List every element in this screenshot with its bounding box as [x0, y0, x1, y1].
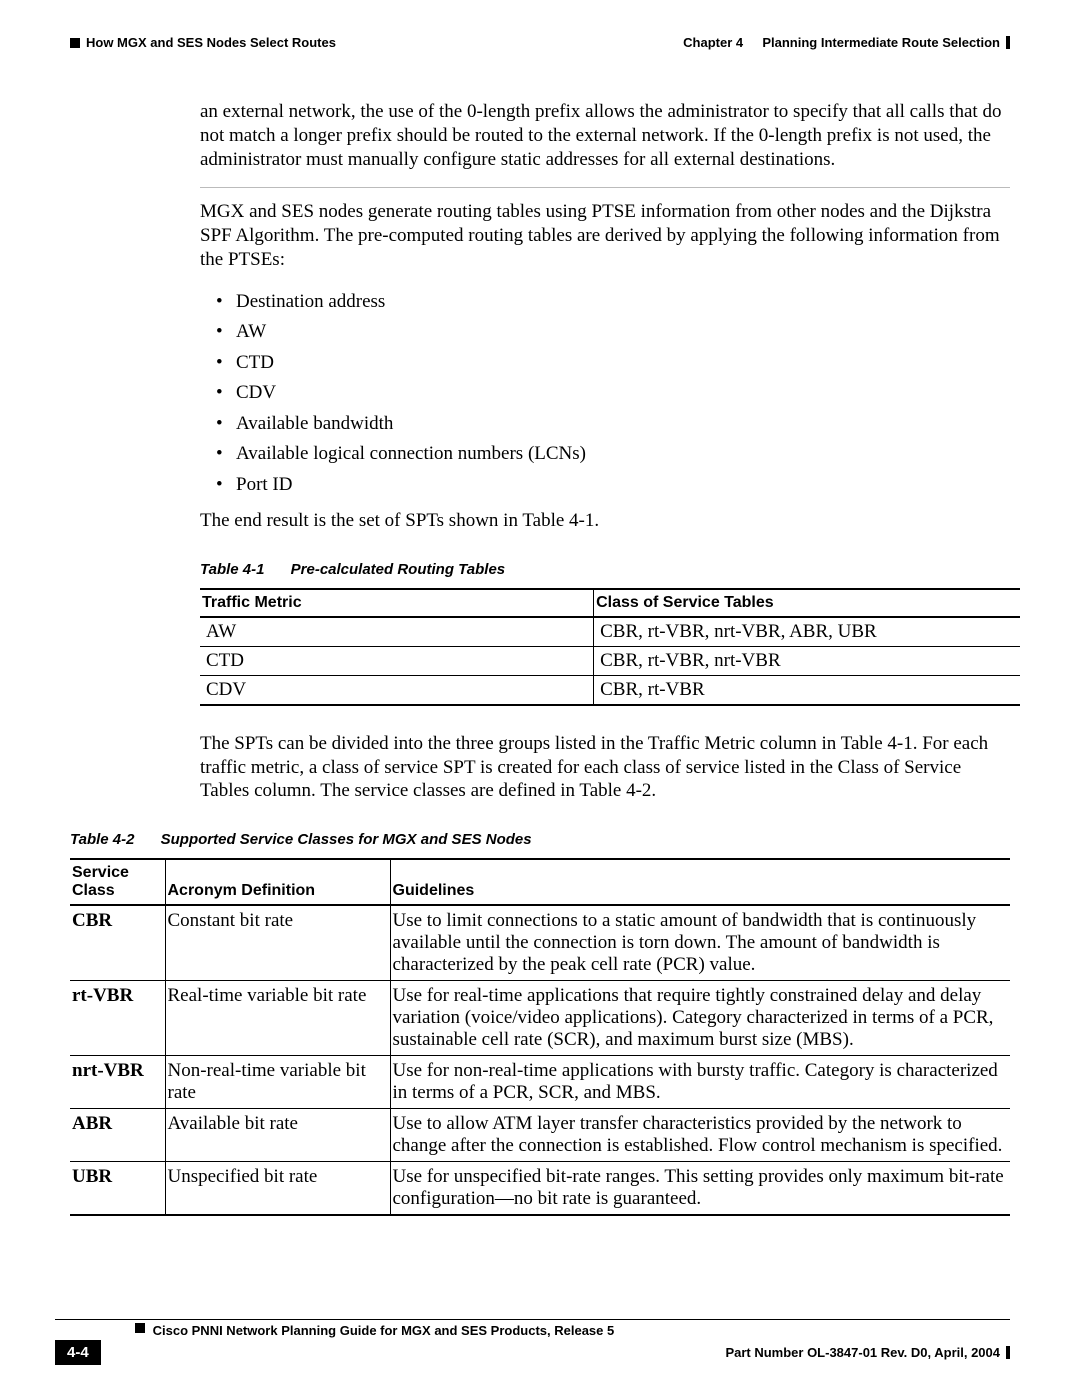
table-cell: CBR, rt-VBR, nrt-VBR [594, 646, 1020, 675]
table-cell: CBR, rt-VBR [594, 675, 1020, 705]
table-cell: UBR [70, 1162, 165, 1216]
table-cell: Available bit rate [165, 1109, 390, 1162]
footer-bar-icon [1006, 1346, 1010, 1359]
table-cell: Use to allow ATM layer transfer characte… [390, 1109, 1010, 1162]
table-cell: AW [200, 617, 594, 647]
list-item: CTD [216, 349, 1010, 378]
header-square-icon [70, 38, 80, 48]
table-row: CTD CBR, rt-VBR, nrt-VBR [200, 646, 1020, 675]
running-header: How MGX and SES Nodes Select Routes Chap… [70, 35, 1010, 50]
list-item: CDV [216, 379, 1010, 408]
list-item: AW [216, 318, 1010, 347]
table-cell: CBR, rt-VBR, nrt-VBR, ABR, UBR [594, 617, 1020, 647]
bullet-list: Destination address AW CTD CDV Available… [216, 288, 1010, 500]
list-item: Available bandwidth [216, 410, 1010, 439]
body-paragraph: The SPTs can be divided into the three g… [200, 732, 1010, 803]
table-cell: Unspecified bit rate [165, 1162, 390, 1216]
header-chapter-label: Chapter 4 [683, 35, 743, 50]
footer-guide-title: Cisco PNNI Network Planning Guide for MG… [153, 1323, 615, 1338]
table-header: Class of Service Tables [594, 589, 1020, 617]
table-cell: CDV [200, 675, 594, 705]
body-paragraph: MGX and SES nodes generate routing table… [200, 200, 1010, 271]
list-item: Available logical connection numbers (LC… [216, 440, 1010, 469]
table-cell: Use to limit connections to a static amo… [390, 905, 1010, 981]
table-cell: nrt-VBR [70, 1056, 165, 1109]
header-section-title: How MGX and SES Nodes Select Routes [86, 35, 336, 50]
header-chapter-title: Planning Intermediate Route Selection [762, 35, 1000, 50]
table-cell: CTD [200, 646, 594, 675]
table-caption-title: Pre-calculated Routing Tables [291, 561, 506, 578]
service-classes-table: ServiceClass Acronym Definition Guidelin… [70, 858, 1010, 1216]
table-row: rt-VBR Real-time variable bit rate Use f… [70, 981, 1010, 1056]
body-paragraph: The end result is the set of SPTs shown … [200, 509, 1010, 533]
list-item: Destination address [216, 288, 1010, 317]
list-item: Port ID [216, 471, 1010, 500]
table-cell: Non-real-time variable bit rate [165, 1056, 390, 1109]
page-number: 4-4 [67, 1344, 89, 1361]
table-header: ServiceClass [70, 859, 165, 905]
table-header: Guidelines [390, 859, 1010, 905]
table-cell: CBR [70, 905, 165, 981]
page-number-box: 4-4 [55, 1340, 101, 1365]
table-caption: Table 4-1 Pre-calculated Routing Tables [200, 561, 1010, 578]
page-footer: Cisco PNNI Network Planning Guide for MG… [55, 1319, 1010, 1365]
table-row: ABR Available bit rate Use to allow ATM … [70, 1109, 1010, 1162]
table-caption-number: Table 4-1 [200, 561, 264, 578]
part-number: Part Number OL-3847-01 Rev. D0, April, 2… [725, 1345, 1000, 1360]
table-caption-number: Table 4-2 [70, 831, 134, 848]
table-cell: Use for real-time applications that requ… [390, 981, 1010, 1056]
table-cell: Use for non-real-time applications with … [390, 1056, 1010, 1109]
table-row: CDV CBR, rt-VBR [200, 675, 1020, 705]
table-row: nrt-VBR Non-real-time variable bit rate … [70, 1056, 1010, 1109]
table-cell: Real-time variable bit rate [165, 981, 390, 1056]
table-cell: rt-VBR [70, 981, 165, 1056]
table-cell: ABR [70, 1109, 165, 1162]
table-caption-title: Supported Service Classes for MGX and SE… [161, 831, 532, 848]
table-cell: Use for unspecified bit-rate ranges. Thi… [390, 1162, 1010, 1216]
table-row: AW CBR, rt-VBR, nrt-VBR, ABR, UBR [200, 617, 1020, 647]
table-header: Traffic Metric [200, 589, 594, 617]
body-paragraph: an external network, the use of the 0-le… [200, 100, 1010, 171]
table-row: CBR Constant bit rate Use to limit conne… [70, 905, 1010, 981]
table-caption: Table 4-2 Supported Service Classes for … [70, 831, 1010, 848]
footer-square-icon [135, 1323, 145, 1333]
table-header: Acronym Definition [165, 859, 390, 905]
table-cell: Constant bit rate [165, 905, 390, 981]
header-bar-icon [1006, 36, 1010, 49]
divider [200, 187, 1010, 188]
table-row: UBR Unspecified bit rate Use for unspeci… [70, 1162, 1010, 1216]
routing-tables-table: Traffic Metric Class of Service Tables A… [200, 588, 1020, 706]
